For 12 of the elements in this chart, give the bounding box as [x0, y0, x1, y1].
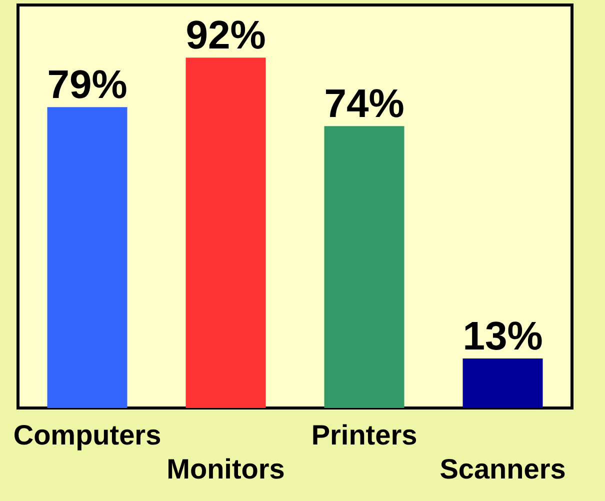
x-tick-label: Computers [13, 420, 162, 450]
x-tick-label: Monitors [166, 454, 285, 484]
x-tick-label: Scanners [440, 454, 566, 484]
bar [324, 126, 404, 408]
data-label: 13% [462, 314, 543, 358]
x-tick-label: Printers [311, 420, 418, 450]
bar [462, 358, 543, 408]
bar [47, 107, 128, 408]
bar [186, 58, 266, 408]
data-label: 79% [47, 63, 128, 108]
data-label: 92% [186, 14, 266, 58]
data-label: 74% [324, 82, 404, 126]
